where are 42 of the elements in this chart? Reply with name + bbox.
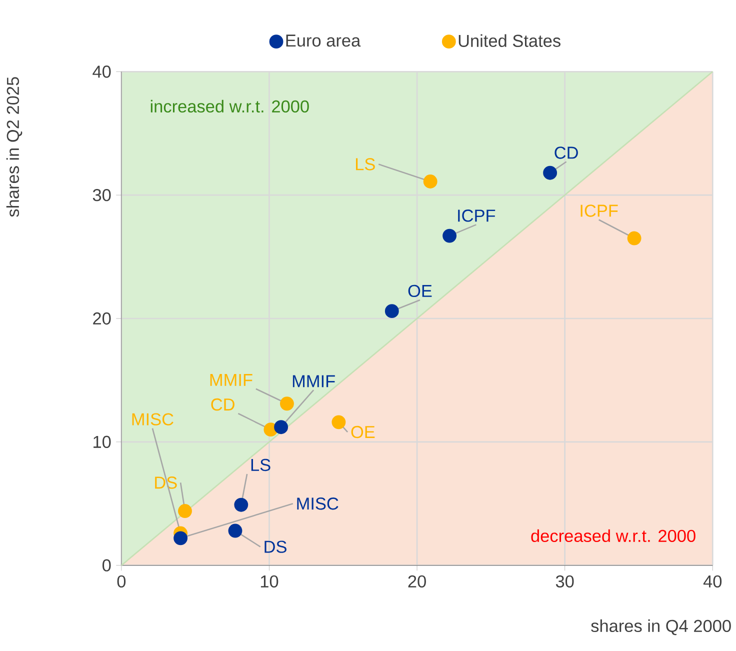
y-tick-label: 30 (92, 188, 111, 202)
data-label: ICPF (580, 204, 618, 217)
x-tick-label: 40 (703, 575, 722, 588)
data-label: OE (408, 284, 432, 298)
x-axis-title: shares in Q4 2000 (591, 619, 731, 636)
data-label: DS (155, 476, 177, 489)
data-label: CD (211, 398, 234, 411)
data-label: OE (351, 426, 375, 438)
point (543, 166, 558, 180)
x-tick-label: 30 (556, 575, 574, 588)
point (442, 228, 457, 243)
data-label: MMIF (210, 374, 252, 386)
y-tick-label: 10 (94, 436, 111, 448)
point (332, 415, 346, 430)
data-label: MISC (132, 413, 174, 426)
point (174, 531, 188, 546)
x-tick-label: 0 (117, 575, 126, 588)
data-label: DS (264, 540, 286, 553)
data-label: ICPF (458, 210, 496, 222)
annotation: decreased w.r.t. 2000 (531, 529, 696, 542)
legend-label: United States (458, 34, 560, 48)
point (274, 420, 288, 434)
data-label: LS (356, 158, 375, 170)
x-tick-label: 20 (408, 575, 426, 588)
data-label: LS (251, 458, 270, 472)
point (627, 231, 642, 246)
point (423, 174, 438, 188)
y-tick-label: 20 (93, 312, 111, 325)
point (178, 504, 192, 518)
y-axis-title: shares in Q2 2025 (6, 77, 22, 217)
x-tick-label: 10 (260, 575, 278, 588)
data-label: CD (554, 146, 578, 159)
point (234, 498, 248, 512)
point (228, 524, 242, 538)
point (280, 396, 294, 411)
y-tick-label: 0 (102, 559, 111, 572)
data-label: MISC (297, 498, 338, 510)
legend-label: Euro area (286, 34, 361, 47)
y-tick-label: 40 (92, 66, 111, 78)
data-label: MMIF (292, 375, 335, 388)
point (384, 304, 399, 318)
annotation: increased w.r.t. 2000 (150, 100, 309, 113)
